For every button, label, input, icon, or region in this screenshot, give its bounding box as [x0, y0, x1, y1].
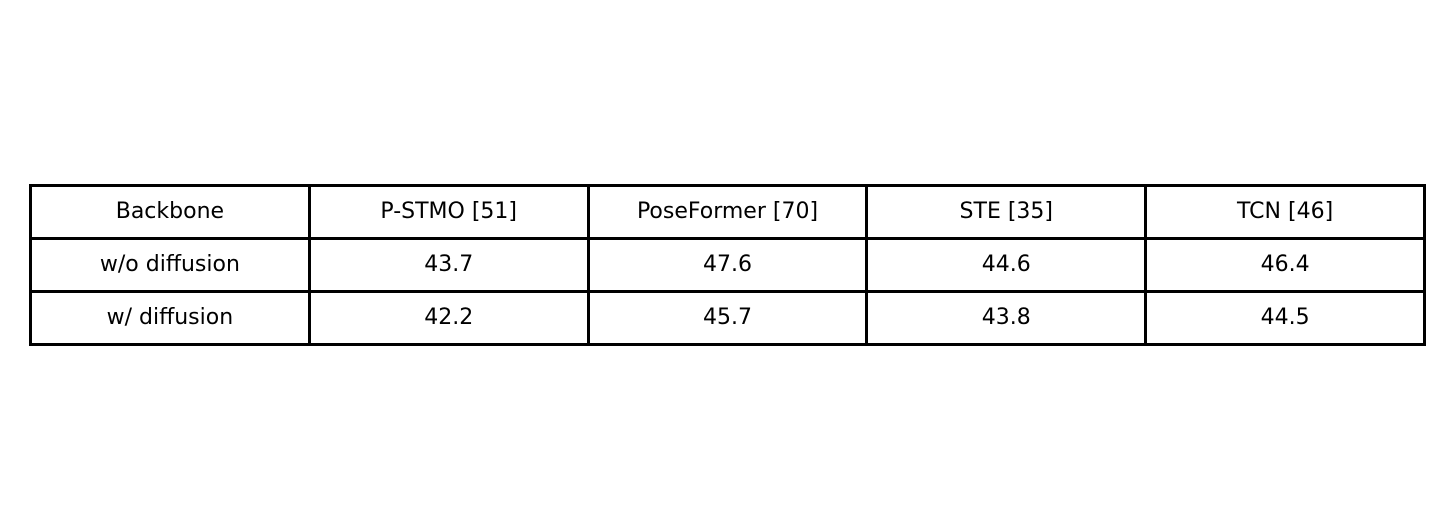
- table-cell: 43.8: [865, 290, 1148, 346]
- header-cell-tcn: TCN [46]: [1144, 184, 1426, 240]
- header-cell-p-stmo: P-STMO [51]: [307, 184, 590, 240]
- row-label-with-diffusion: w/ diffusion: [29, 290, 311, 346]
- header-cell-backbone: Backbone: [29, 184, 311, 240]
- row-label-without-diffusion: w/o diffusion: [29, 237, 311, 293]
- table-cell: 46.4: [1144, 237, 1426, 293]
- table-row: w/o diffusion 43.7 47.6 44.6 46.4: [29, 237, 1426, 293]
- results-table-container: Backbone P-STMO [51] PoseFormer [70] STE…: [29, 184, 1426, 346]
- results-table: Backbone P-STMO [51] PoseFormer [70] STE…: [29, 184, 1426, 346]
- table-cell: 43.7: [307, 237, 590, 293]
- header-cell-ste: STE [35]: [865, 184, 1148, 240]
- header-cell-poseformer: PoseFormer [70]: [586, 184, 869, 240]
- table-cell: 44.6: [865, 237, 1148, 293]
- table-cell: 44.5: [1144, 290, 1426, 346]
- table-cell: 47.6: [586, 237, 869, 293]
- table-cell: 45.7: [586, 290, 869, 346]
- table-row: w/ diffusion 42.2 45.7 43.8 44.5: [29, 290, 1426, 346]
- table-header-row: Backbone P-STMO [51] PoseFormer [70] STE…: [29, 184, 1426, 240]
- table-cell: 42.2: [307, 290, 590, 346]
